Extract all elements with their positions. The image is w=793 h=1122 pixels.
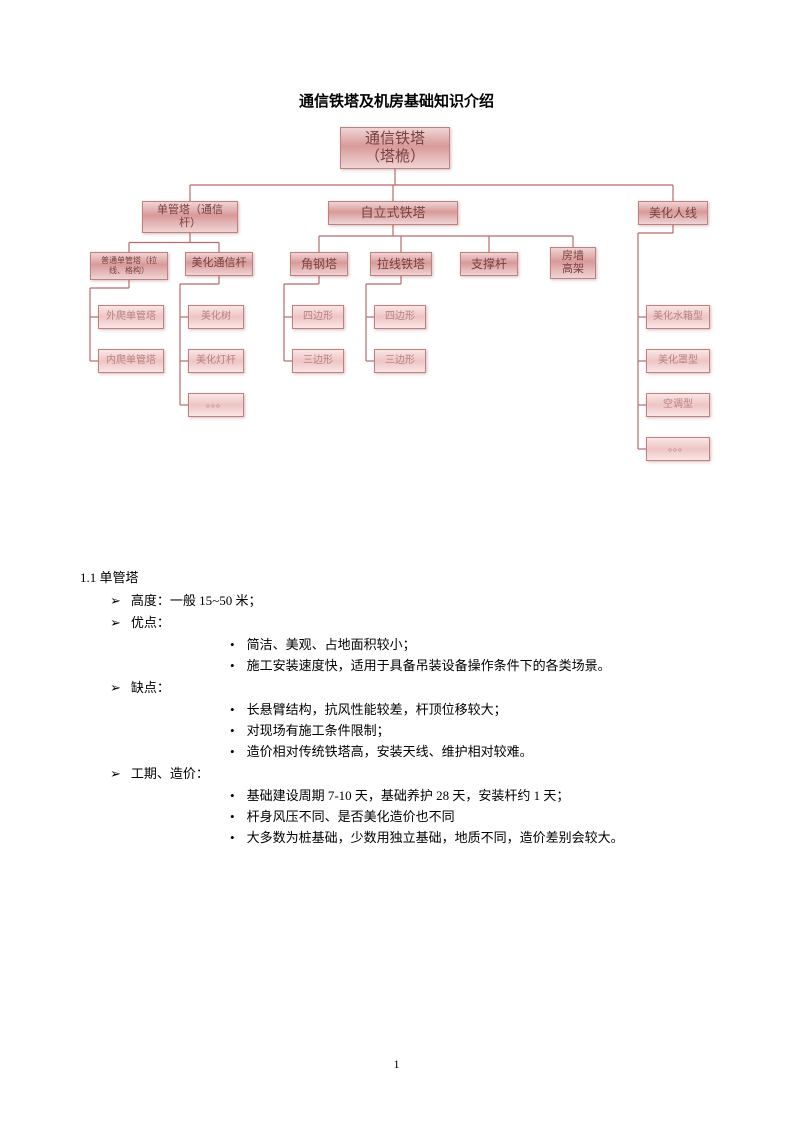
tree-node: 通信铁塔（塔桅） — [340, 127, 450, 169]
tree-node: 美化水箱型 — [646, 305, 710, 329]
tree-node: 美化通信杆 — [185, 252, 253, 276]
tree-node: 外爬单管塔 — [98, 305, 164, 329]
sub-bullet-list: 基础建设周期 7-10 天，基础养护 28 天，安装杆约 1 天； 杆身风压不同、… — [110, 785, 713, 846]
sub-bullet-item: 施工安装速度快，适用于具备吊装设备操作条件下的各类场景。 — [230, 655, 713, 674]
tree-node: 美化灯杆 — [188, 349, 244, 373]
tree-node: 四边形 — [374, 305, 426, 329]
sub-bullet-list: 长悬臂结构，抗风性能较差，杆顶位移较大； 对现场有施工条件限制； 造价相对传统铁塔高… — [110, 699, 713, 760]
bullet-list: 高度：一般 15~50 米； 优点： 简洁、美观、占地面积较小； 施工安装速度快，适用… — [80, 590, 713, 846]
tree-node: 房墙高架 — [550, 247, 596, 279]
tree-node: 美化人线 — [638, 201, 708, 225]
tree-node: 。。。 — [188, 393, 244, 417]
tree-node: 三边形 — [292, 349, 344, 373]
tree-node: 单管塔（通信杆） — [142, 201, 238, 233]
bullet-item: 工期、造价： — [110, 763, 713, 782]
sub-bullet-item: 基础建设周期 7-10 天，基础养护 28 天，安装杆约 1 天； — [230, 785, 713, 804]
section-heading: 1.1 单管塔 — [80, 567, 713, 586]
tree-node: 美化树 — [188, 305, 244, 329]
chart-connectors — [80, 127, 720, 537]
tree-node: 普通单管塔（拉线、格构） — [90, 252, 168, 280]
sub-bullet-item: 长悬臂结构，抗风性能较差，杆顶位移较大； — [230, 699, 713, 718]
sub-bullet-list: 简洁、美观、占地面积较小； 施工安装速度快，适用于具备吊装设备操作条件下的各类场景… — [110, 634, 713, 674]
sub-bullet-item: 大多数为桩基础，少数用独立基础，地质不同，造价差别会较大。 — [230, 827, 713, 846]
page-number: 1 — [0, 1057, 793, 1072]
sub-bullet-item: 杆身风压不同、是否美化造价也不同 — [230, 806, 713, 825]
tree-node: 四边形 — [292, 305, 344, 329]
tree-node: 自立式铁塔 — [328, 201, 458, 225]
sub-bullet-item: 对现场有施工条件限制； — [230, 720, 713, 739]
page-title: 通信铁塔及机房基础知识介绍 — [80, 90, 713, 111]
tree-node: 支撑杆 — [460, 252, 518, 276]
sub-bullet-item: 简洁、美观、占地面积较小； — [230, 634, 713, 653]
tree-node: 空调型 — [646, 393, 710, 417]
bullet-item: 优点： — [110, 612, 713, 631]
org-chart: 通信铁塔（塔桅） 单管塔（通信杆） 自立式铁塔 美化人线普通单管塔（拉线、格构） 美化通… — [80, 127, 720, 537]
tree-node: 内爬单管塔 — [98, 349, 164, 373]
tree-node: 拉线铁塔 — [370, 252, 432, 276]
tree-node: 三边形 — [374, 349, 426, 373]
tree-node: 。。。 — [646, 437, 710, 461]
tree-node: 美化罩型 — [646, 349, 710, 373]
bullet-item: 缺点： — [110, 677, 713, 696]
bullet-item: 高度：一般 15~50 米； — [110, 590, 713, 609]
sub-bullet-item: 造价相对传统铁塔高，安装天线、维护相对较难。 — [230, 741, 713, 760]
tree-node: 角钢塔 — [290, 252, 348, 276]
